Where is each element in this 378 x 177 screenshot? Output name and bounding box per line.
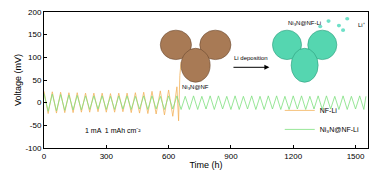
svg-text:Li⁺: Li⁺ xyxy=(358,22,365,28)
svg-text:150: 150 xyxy=(28,30,42,39)
svg-text:1500: 1500 xyxy=(347,152,365,161)
svg-text:100: 100 xyxy=(28,53,42,62)
svg-text:0: 0 xyxy=(42,152,47,161)
svg-text:-100: -100 xyxy=(25,144,42,153)
svg-text:Ni₃N@NF-Li: Ni₃N@NF-Li xyxy=(288,20,321,26)
svg-text:Li deposition: Li deposition xyxy=(234,55,268,61)
svg-text:Time (h): Time (h) xyxy=(189,160,222,170)
svg-text:900: 900 xyxy=(224,152,238,161)
svg-text:600: 600 xyxy=(162,152,176,161)
svg-text:Voltage (mV): Voltage (mV) xyxy=(13,54,23,106)
svg-text:1200: 1200 xyxy=(284,152,302,161)
svg-text:1 mA 1 mAh cm⁻²: 1 mA 1 mAh cm⁻² xyxy=(85,127,141,134)
svg-text:NF-Li: NF-Li xyxy=(320,107,338,114)
svg-text:-50: -50 xyxy=(30,121,42,130)
svg-text:300: 300 xyxy=(100,152,114,161)
svg-text:200: 200 xyxy=(28,8,42,17)
svg-text:50: 50 xyxy=(32,76,41,85)
svg-text:0: 0 xyxy=(37,98,42,107)
svg-text:Ni₃N@NF-Li: Ni₃N@NF-Li xyxy=(320,126,359,133)
svg-text:Ni₃N@NF: Ni₃N@NF xyxy=(182,84,209,90)
